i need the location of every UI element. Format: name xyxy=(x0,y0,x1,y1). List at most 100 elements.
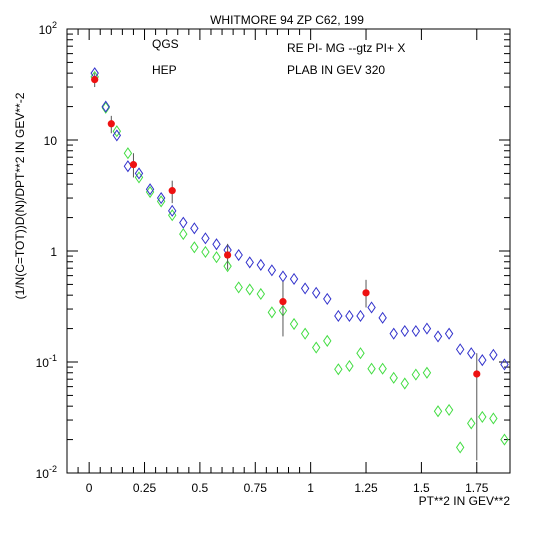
data-point xyxy=(323,292,332,306)
y-tick-label: 1 xyxy=(50,245,57,259)
data-point xyxy=(279,298,287,306)
y-tick-label: 102 xyxy=(39,20,57,37)
data-point xyxy=(311,341,321,354)
data-point xyxy=(334,363,343,376)
data-point xyxy=(134,167,144,180)
data-point xyxy=(367,362,376,375)
x-tick-label: 1.25 xyxy=(354,481,378,495)
data-point xyxy=(190,222,199,235)
data-point xyxy=(179,228,188,241)
data-point xyxy=(101,101,110,114)
data-point xyxy=(444,403,454,417)
data-point xyxy=(467,347,476,360)
data-point xyxy=(168,204,177,217)
data-point xyxy=(256,287,266,301)
data-point xyxy=(444,327,454,340)
data-point xyxy=(267,306,277,319)
legend-qgs: QGS xyxy=(152,37,179,51)
data-point xyxy=(179,216,188,229)
data-point xyxy=(168,209,177,222)
data-point xyxy=(267,264,277,277)
data-point xyxy=(256,258,266,271)
data-point xyxy=(91,76,99,84)
x-tick-label: 0 xyxy=(86,481,93,495)
data-point xyxy=(278,270,288,283)
data-point xyxy=(334,309,343,323)
data-point xyxy=(129,161,138,169)
data-point xyxy=(356,309,365,323)
data-point xyxy=(473,370,481,378)
x-tick-label: 1 xyxy=(307,481,314,495)
data-point xyxy=(323,334,332,347)
data-point xyxy=(145,183,155,196)
data-point xyxy=(455,343,465,356)
data-point xyxy=(245,256,254,269)
data-point xyxy=(367,301,376,314)
y-tick-label: 10 xyxy=(44,134,58,148)
data-point xyxy=(190,241,199,254)
data-point xyxy=(345,309,354,323)
x-tick-label: 0.75 xyxy=(244,481,268,495)
data-point xyxy=(378,311,387,324)
plot-frame xyxy=(66,28,511,474)
process-label: RE PI- MG --gtz PI+ X xyxy=(287,41,405,55)
axes: 0 0.25 0.5 0.75 1 1.25 1.5 1.75 102 10 1 10-1 10-2 xyxy=(36,20,510,495)
data-marks xyxy=(90,67,509,461)
data-point xyxy=(311,286,321,299)
data-point xyxy=(300,282,310,295)
data-point xyxy=(478,354,487,367)
data-point xyxy=(422,322,432,335)
data-point xyxy=(289,272,299,286)
data-point xyxy=(112,129,122,142)
data-point xyxy=(389,327,398,340)
data-point xyxy=(356,347,365,360)
data-point xyxy=(112,125,122,138)
data-point xyxy=(400,324,409,338)
data-point xyxy=(212,238,221,251)
data-point xyxy=(411,368,421,381)
data-point xyxy=(389,371,398,384)
data-point xyxy=(234,248,243,262)
plab-label: PLAB IN GEV 320 xyxy=(287,63,385,77)
data-point xyxy=(467,417,476,430)
data-point xyxy=(234,281,243,294)
data-point xyxy=(433,405,443,418)
data-point xyxy=(212,251,221,264)
data-point xyxy=(500,433,509,446)
data-point xyxy=(134,171,144,184)
chart-title: WHITMORE 94 ZP C62, 199 xyxy=(210,13,364,27)
data-point xyxy=(101,100,110,113)
data-point xyxy=(223,251,232,259)
data-point xyxy=(245,283,254,296)
legend-hep: HEP xyxy=(152,63,177,77)
data-point xyxy=(168,187,176,195)
data-point xyxy=(478,410,487,424)
data-point xyxy=(289,317,299,331)
data-point xyxy=(378,362,387,375)
data-point xyxy=(489,412,498,425)
data-point xyxy=(500,358,509,371)
y-axis-label: (1/N(C=TOT))D(N)/DPT**2 IN GEV**-2 xyxy=(13,92,27,299)
data-point xyxy=(455,441,465,454)
data-point xyxy=(362,289,370,297)
x-tick-label: 1.75 xyxy=(465,481,489,495)
data-point xyxy=(433,330,443,343)
data-point xyxy=(201,245,210,259)
data-point xyxy=(156,195,166,208)
y-tick-label: 10-1 xyxy=(36,353,57,370)
data-point xyxy=(123,147,133,160)
data-point xyxy=(489,348,498,361)
data-point xyxy=(300,327,310,340)
data-point xyxy=(422,366,432,379)
y-tick-label: 10-2 xyxy=(36,464,57,481)
data-point xyxy=(400,377,409,390)
data-point xyxy=(107,120,115,128)
data-point xyxy=(201,232,210,245)
data-point xyxy=(223,260,232,273)
data-point xyxy=(411,324,421,338)
x-tick-label: 1.5 xyxy=(413,481,430,495)
data-point xyxy=(345,359,354,373)
x-tick-label: 0.25 xyxy=(133,481,157,495)
x-tick-label: 0.5 xyxy=(192,481,209,495)
